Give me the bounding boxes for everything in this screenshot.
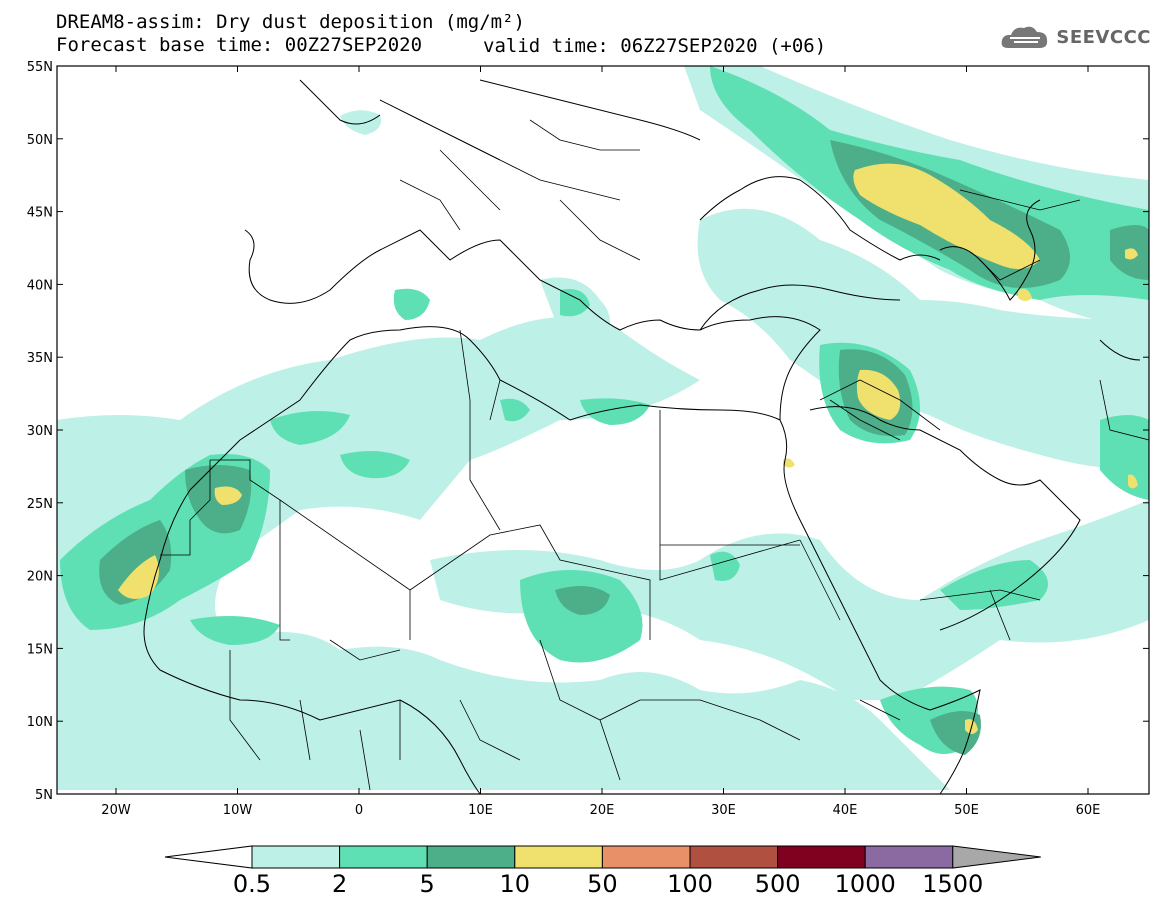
colorbar-swatch [689, 845, 779, 869]
map-plot-area [56, 65, 1150, 795]
colorbar-under-arrow [164, 845, 253, 869]
lon-label: 50E [954, 803, 979, 818]
country-borders [160, 119, 1150, 791]
cloud-icon [1001, 26, 1048, 48]
colorbar-swatch [777, 845, 866, 869]
lat-label: 10N [27, 715, 53, 730]
lat-label: 55N [27, 60, 53, 75]
lat-label: 40N [27, 278, 53, 293]
lat-label: 15N [27, 642, 53, 657]
lat-label: 50N [27, 133, 53, 148]
colorbar-label: 50 [587, 870, 618, 898]
colorbar-label: 1000 [835, 870, 896, 898]
map-title: DREAM8-assim: Dry dust deposition (mg/m²… [56, 11, 525, 33]
lat-label: 5N [35, 788, 53, 803]
colorbar-over-arrow [952, 845, 1041, 869]
colorbar-label: 10 [500, 870, 531, 898]
colorbar-swatch [514, 845, 603, 869]
lon-label: 20E [590, 803, 615, 818]
colorbar-swatch [426, 845, 516, 869]
colorbar-swatch [864, 845, 954, 869]
lon-label: 0 [355, 803, 363, 818]
forecast-base-time: Forecast base time: 00Z27SEP2020 [56, 34, 423, 56]
colorbar-label: 100 [667, 870, 713, 898]
colorbar-label: 0.5 [233, 870, 271, 898]
colorbar-label: 5 [420, 870, 435, 898]
latitude-axis: 55N 50N 45N 40N 35N 30N 25N 20N 15N 10N 5N [27, 60, 1149, 803]
lon-label: 10W [223, 803, 253, 818]
colorbar-swatch [601, 845, 691, 869]
colorbar-label: 2 [332, 870, 347, 898]
valid-time: valid time: 06Z27SEP2020 (+06) [483, 35, 827, 57]
seevccc-logo: SEEVCCC [1000, 24, 1151, 50]
coastlines [143, 79, 1141, 795]
lon-label: 10E [468, 803, 493, 818]
colorbar-swatch [251, 845, 341, 869]
lon-label: 30E [711, 803, 736, 818]
lat-label: 45N [27, 206, 53, 221]
colorbar-label: 1500 [922, 870, 983, 898]
contour-level-10 [118, 163, 1138, 734]
longitude-axis: 20W 10W 0 10E 20E 30E 40E 50E 60E [101, 66, 1100, 818]
lat-label: 30N [27, 424, 53, 439]
logo-text: SEEVCCC [1056, 26, 1151, 48]
colorbar-swatch [339, 845, 428, 869]
colorbar-label: 500 [755, 870, 801, 898]
lon-label: 60E [1076, 803, 1101, 818]
lon-label: 40E [833, 803, 858, 818]
lat-label: 25N [27, 497, 53, 512]
lat-label: 35N [27, 351, 53, 366]
lat-label: 20N [27, 570, 53, 585]
colorbar: 0.5 2 5 10 50 100 500 1000 1500 [164, 845, 1041, 898]
lon-label: 20W [101, 803, 131, 818]
